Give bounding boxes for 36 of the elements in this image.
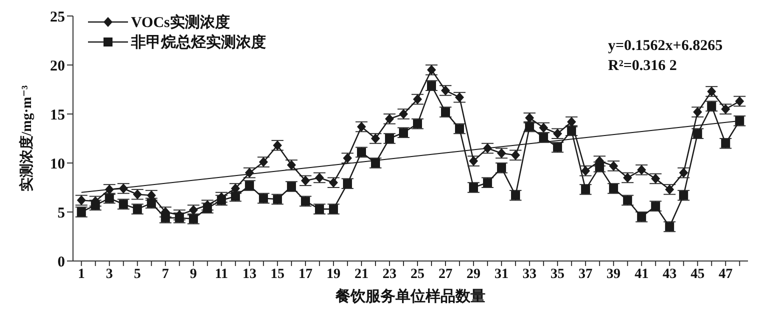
x-tick-label: 41	[634, 266, 649, 282]
x-tick-label: 47	[718, 266, 733, 282]
annotation: R²=0.316 2	[608, 58, 677, 75]
x-tick-label: 15	[270, 266, 284, 282]
x-tick-label: 39	[606, 266, 621, 282]
y-tick-label: 5	[58, 205, 65, 222]
y-tick-label: 0	[58, 254, 65, 270]
x-tick-label: 3	[106, 266, 113, 282]
x-tick-label: 27	[438, 266, 453, 282]
annotation: y=0.1562x+6.8265	[608, 38, 723, 55]
x-tick-label: 13	[242, 266, 256, 282]
x-tick-label: 37	[578, 266, 593, 282]
x-tick-label: 19	[326, 266, 340, 282]
y-tick-label: 10	[50, 156, 65, 172]
x-tick-label: 17	[298, 266, 312, 282]
x-tick-label: 35	[550, 266, 565, 282]
x-tick-label: 43	[662, 266, 677, 282]
y-tick-label: 15	[50, 107, 65, 124]
y-tick-label: 25	[50, 9, 65, 26]
x-tick-label: 5	[134, 266, 141, 282]
legend-label: 非甲烷总烃实测浓度	[131, 33, 266, 52]
x-tick-label: 25	[410, 266, 424, 282]
x-tick-label: 33	[522, 266, 537, 282]
x-tick-label: 9	[190, 266, 197, 282]
x-axis-title: 餐饮服务单位样品数量	[334, 288, 486, 305]
y-tick-label: 20	[50, 58, 65, 74]
x-tick-label: 11	[214, 266, 228, 282]
x-tick-label: 1	[78, 266, 85, 282]
legend-label: VOCs实测浓度	[131, 13, 230, 32]
x-tick-label: 23	[382, 266, 396, 282]
x-tick-label: 45	[690, 266, 705, 282]
x-tick-label: 31	[494, 266, 509, 282]
x-tick-label: 29	[466, 266, 481, 282]
x-tick-label: 21	[354, 266, 368, 282]
x-tick-label: 7	[162, 266, 169, 282]
y-axis-title: 实测浓度/mg·m⁻³	[18, 85, 35, 192]
